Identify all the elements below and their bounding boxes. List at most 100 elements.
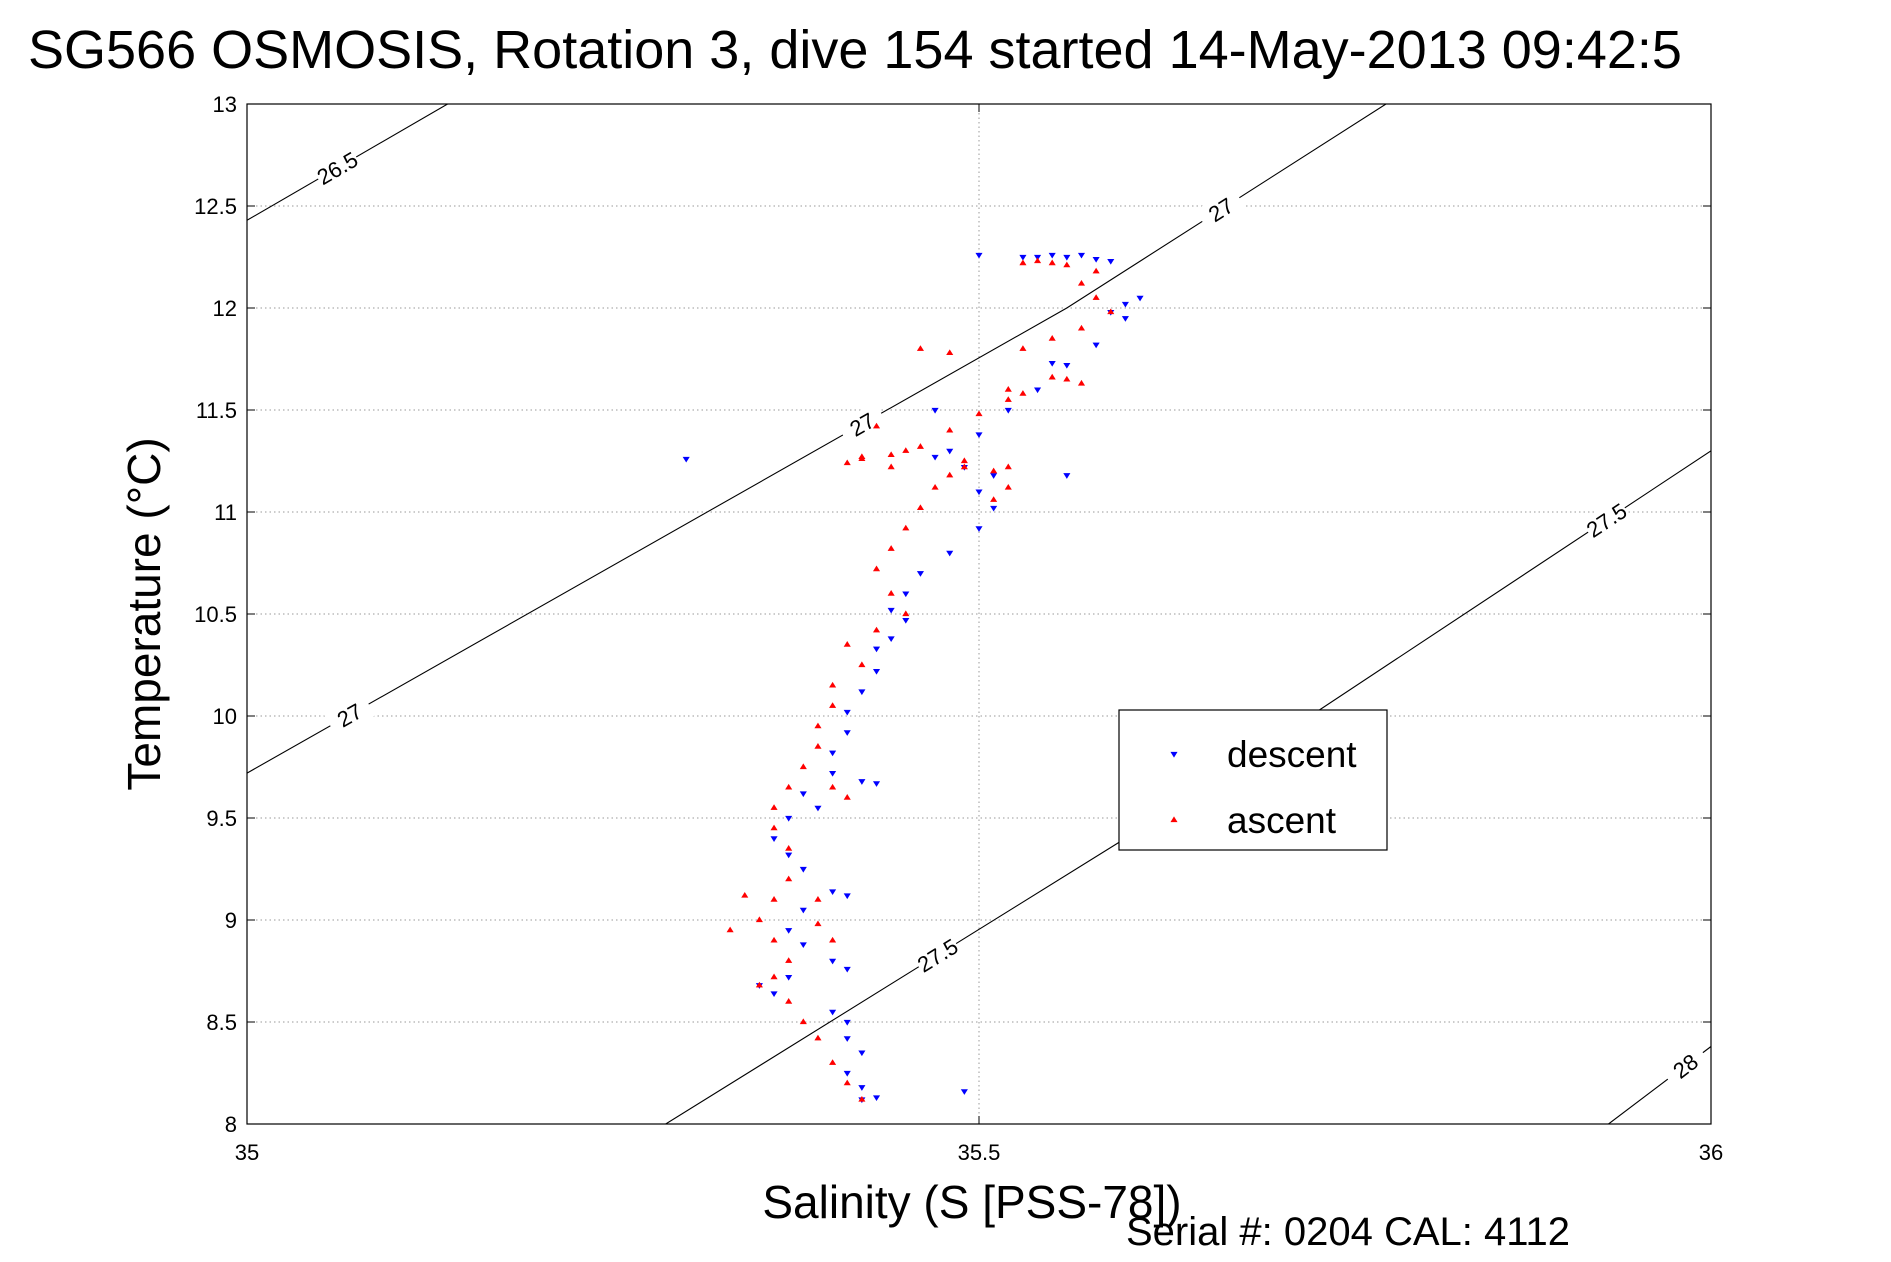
point-descent (975, 526, 983, 532)
legend-label-descent: descent (1227, 734, 1357, 775)
point-ascent (1004, 386, 1012, 392)
point-ascent (1092, 267, 1100, 274)
point-descent (682, 456, 690, 463)
point-ascent (814, 722, 822, 729)
y-tick-label: 10 (213, 704, 237, 729)
point-descent (829, 958, 837, 965)
point-ascent (829, 681, 837, 688)
point-descent (975, 489, 983, 496)
y-tick-label: 12.5 (194, 194, 237, 219)
point-descent (770, 836, 778, 842)
point-descent (785, 928, 793, 934)
point-ascent (887, 545, 895, 551)
point-descent (872, 781, 881, 787)
x-axis-label: Salinity (S [PSS-78]) (762, 1176, 1181, 1228)
point-descent (1063, 363, 1071, 369)
point-descent (829, 750, 837, 757)
point-ascent (1034, 257, 1042, 264)
contour-label-bg (1659, 1042, 1711, 1090)
point-descent (858, 1085, 866, 1091)
point-descent (1092, 256, 1100, 263)
point-ascent (726, 926, 734, 933)
point-descent (829, 1009, 837, 1016)
point-ascent (785, 845, 793, 851)
point-descent (858, 1050, 866, 1057)
point-ascent (799, 1018, 807, 1025)
point-ascent (770, 973, 778, 980)
y-tick-label: 12 (213, 296, 237, 321)
point-ascent (946, 471, 954, 478)
point-descent (1092, 342, 1100, 349)
point-descent (843, 709, 851, 716)
point-descent (858, 689, 866, 696)
point-descent (829, 771, 837, 777)
point-descent (1048, 360, 1056, 367)
point-ascent (770, 896, 778, 902)
y-tick-label: 13 (213, 92, 237, 117)
contour-label-bg (311, 145, 363, 191)
point-ascent (814, 743, 822, 749)
point-descent (960, 1089, 968, 1095)
point-ascent (1048, 335, 1056, 341)
point-descent (1063, 473, 1071, 479)
point-descent (872, 669, 881, 675)
x-tick-label: 36 (1699, 1140, 1723, 1165)
point-descent (770, 991, 778, 998)
contour-label-bg (323, 692, 376, 738)
point-descent (843, 1036, 851, 1042)
point-ascent (829, 936, 837, 943)
point-ascent (1004, 463, 1012, 470)
point-descent (785, 852, 793, 859)
point-ascent (1019, 345, 1027, 351)
y-tick-label: 8.5 (206, 1010, 237, 1035)
point-ascent (829, 702, 837, 708)
point-ascent (990, 467, 998, 474)
point-descent (1121, 316, 1129, 322)
point-ascent (902, 524, 910, 531)
contour-label-bg (1195, 186, 1247, 233)
point-descent (1019, 254, 1027, 261)
point-descent (814, 805, 822, 812)
point-descent (785, 815, 793, 822)
point-ascent (975, 410, 983, 417)
point-ascent (916, 345, 924, 351)
point-ascent (902, 610, 910, 617)
point-ascent (785, 875, 793, 882)
point-descent (975, 252, 983, 259)
point-ascent (1107, 308, 1115, 315)
point-ascent (785, 957, 793, 963)
point-ascent (916, 504, 924, 511)
point-descent (887, 636, 895, 643)
legend-box (1118, 709, 1388, 851)
point-descent (843, 1070, 851, 1077)
point-descent (1136, 295, 1144, 302)
y-tick-label: 11.5 (196, 398, 237, 423)
point-ascent (1004, 396, 1012, 402)
point-ascent (931, 483, 939, 490)
point-ascent (872, 422, 881, 429)
point-descent (843, 730, 851, 736)
point-descent (785, 975, 793, 981)
point-ascent (799, 763, 807, 770)
point-ascent (829, 783, 837, 790)
point-descent (872, 646, 881, 653)
point-ascent (1019, 259, 1027, 266)
y-axis-label: Temperature (°C) (118, 437, 170, 790)
point-ascent (755, 916, 763, 923)
point-descent (1034, 387, 1042, 394)
legend-marker-symbol (1170, 751, 1178, 758)
point-ascent (872, 565, 881, 572)
point-descent (829, 889, 837, 896)
legend-marker-ascent (1170, 816, 1178, 823)
contour-label-bg (836, 402, 888, 447)
point-ascent (887, 590, 895, 596)
point-ascent (1019, 390, 1027, 396)
point-ascent (1077, 324, 1086, 331)
x-tick-label: 35.5 (958, 1140, 1001, 1165)
point-ascent (843, 1079, 851, 1086)
axis-ticks: 35 35.5 36 8 8.5 9 9.5 10 10.5 11 11.5 12 12.5 13 (194, 92, 1723, 1165)
y-tick-label: 9.5 (206, 806, 237, 831)
y-tick-label: 10.5 (194, 602, 237, 627)
point-descent (843, 1019, 851, 1026)
